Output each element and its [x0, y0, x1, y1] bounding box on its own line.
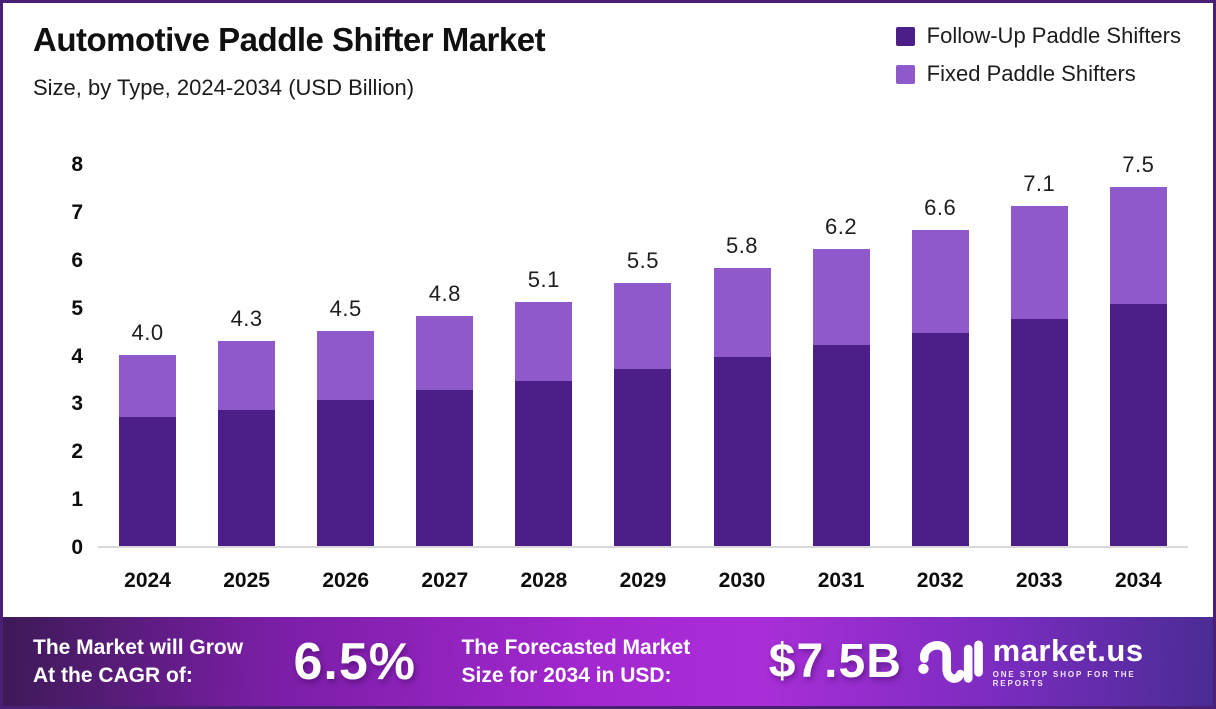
bar-2034: 7.5	[1109, 152, 1167, 546]
bar-2032: 6.6	[911, 195, 969, 546]
segment-2027-follow-up	[416, 390, 474, 546]
x-tick-2034: 2034	[1114, 569, 1162, 592]
bar-total-label-2032: 6.6	[924, 195, 957, 220]
bar-2033: 7.1	[1010, 171, 1068, 546]
segment-2027-fixed	[416, 316, 474, 390]
segment-2029-follow-up	[614, 369, 672, 546]
y-tick-6: 6	[71, 249, 83, 272]
segment-2032-follow-up	[911, 333, 969, 546]
legend-label-follow-up: Follow-Up Paddle Shifters	[926, 23, 1181, 48]
bar-total-label-2031: 6.2	[825, 214, 858, 239]
marketus-logo-icon	[918, 639, 983, 683]
y-tick-5: 5	[71, 297, 83, 320]
x-tick-2032: 2032	[916, 569, 964, 592]
legend: Follow-Up Paddle Shifters Fixed Paddle S…	[895, 23, 1181, 87]
segment-2024-fixed	[119, 355, 177, 417]
segment-2028-follow-up	[515, 381, 573, 546]
logo-tagline: ONE STOP SHOP FOR THE REPORTS	[992, 670, 1136, 688]
x-tick-2033: 2033	[1015, 569, 1063, 592]
segment-2030-follow-up	[713, 357, 771, 546]
x-tick-2027: 2027	[421, 569, 469, 592]
forecast-caption: The Forecasted Market Size for 2034 in U…	[461, 634, 748, 689]
bar-2026: 4.5	[317, 296, 375, 546]
bar-2028: 5.1	[515, 267, 573, 546]
plot-area: 4.0 4.3 4.5 4.8 5.1 5.5 5.8 6.2 6.6 7.1 7.5	[98, 152, 1188, 548]
bar-2030: 5.8	[713, 233, 771, 546]
bar-total-label-2024: 4.0	[131, 320, 164, 345]
x-tick-2028: 2028	[520, 569, 568, 592]
bar-2027: 4.8	[416, 281, 474, 546]
segment-2025-follow-up	[218, 410, 276, 546]
segment-2032-fixed	[911, 230, 969, 333]
segment-2033-follow-up	[1010, 319, 1068, 546]
segment-2024-follow-up	[119, 417, 177, 546]
marketus-logo-text: market.us ONE STOP SHOP FOR THE REPORTS	[993, 635, 1183, 688]
segment-2030-fixed	[713, 268, 771, 357]
segment-2031-follow-up	[812, 345, 870, 546]
y-tick-4: 4	[71, 345, 83, 368]
x-tick-2024: 2024	[124, 569, 171, 592]
page-subtitle: Size, by Type, 2024-2034 (USD Billion)	[33, 75, 415, 100]
y-tick-1: 1	[71, 488, 83, 511]
forecast-value: $7.5B	[768, 635, 902, 688]
bar-total-label-2033: 7.1	[1023, 171, 1056, 196]
y-tick-0: 0	[71, 536, 83, 559]
bar-2024: 4.0	[119, 320, 177, 546]
legend-item-follow-up: Follow-Up Paddle Shifters	[895, 23, 1181, 49]
page-title: Automotive Paddle Shifter Market	[33, 21, 546, 58]
bar-2025: 4.3	[218, 306, 276, 546]
legend-swatch-fixed	[895, 64, 915, 84]
segment-2025-fixed	[218, 341, 276, 410]
cagr-caption-line2: At the CAGR of:	[33, 663, 193, 687]
bottom-banner: The Market will Grow At the CAGR of: 6.5…	[3, 617, 1213, 706]
bar-2031: 6.2	[812, 214, 870, 546]
segment-2031-fixed	[812, 249, 870, 345]
forecast-caption-line1: The Forecasted Market	[461, 635, 691, 659]
segment-2034-fixed	[1109, 187, 1167, 304]
segment-2028-fixed	[515, 302, 573, 381]
segment-2034-follow-up	[1109, 304, 1167, 546]
segment-2033-fixed	[1010, 206, 1068, 319]
x-tick-2026: 2026	[322, 569, 370, 592]
x-tick-2025: 2025	[223, 569, 270, 592]
legend-item-fixed: Fixed Paddle Shifters	[895, 61, 1181, 87]
bar-total-label-2034: 7.5	[1122, 152, 1155, 177]
cagr-caption: The Market will Grow At the CAGR of:	[33, 634, 293, 689]
bar-total-label-2028: 5.1	[527, 267, 560, 292]
segment-2026-follow-up	[317, 400, 375, 546]
segment-2029-fixed	[614, 283, 672, 369]
legend-label-fixed: Fixed Paddle Shifters	[926, 61, 1136, 86]
x-tick-2029: 2029	[619, 569, 667, 592]
y-tick-7: 7	[71, 201, 83, 224]
cagr-value: 6.5%	[293, 632, 417, 691]
bar-total-label-2025: 4.3	[230, 306, 263, 331]
legend-swatch-follow-up	[895, 26, 915, 46]
cagr-caption-line1: The Market will Grow	[33, 635, 244, 659]
bar-total-label-2030: 5.8	[725, 233, 759, 258]
forecast-caption-line2: Size for 2034 in USD:	[461, 663, 672, 687]
bar-total-label-2029: 5.5	[626, 248, 659, 273]
x-tick-2031: 2031	[817, 569, 865, 592]
bar-total-label-2026: 4.5	[329, 296, 362, 321]
y-tick-2: 2	[71, 440, 83, 463]
segment-2026-fixed	[317, 331, 375, 400]
x-axis: 2024 2025 2026 2027 2028 2029 2030 2031 2032 2033…	[98, 569, 1188, 593]
y-tick-8: 8	[71, 153, 83, 176]
logo-name: market.us	[992, 633, 1144, 668]
bar-2029: 5.5	[614, 248, 672, 546]
x-tick-2030: 2030	[718, 569, 766, 592]
marketus-logo: market.us ONE STOP SHOP FOR THE REPORTS	[914, 631, 1183, 693]
bar-total-label-2027: 4.8	[428, 281, 461, 306]
y-tick-3: 3	[71, 392, 83, 415]
